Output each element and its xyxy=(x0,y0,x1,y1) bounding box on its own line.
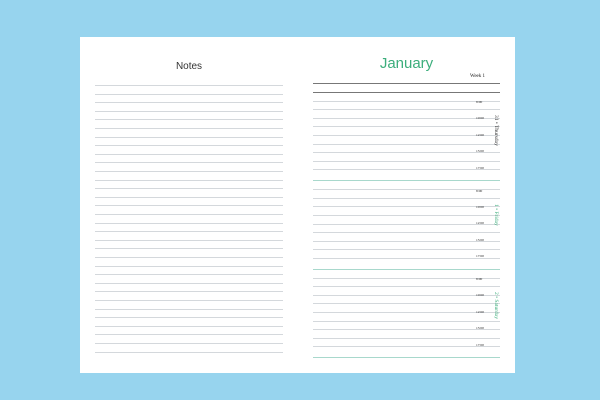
time-label: 12:00 xyxy=(476,309,484,314)
hour-line xyxy=(313,277,500,279)
note-line xyxy=(95,351,283,353)
hour-line xyxy=(313,232,500,234)
hour-line xyxy=(313,337,500,339)
note-line xyxy=(95,162,283,164)
hour-line xyxy=(313,346,500,348)
hour-line xyxy=(313,189,500,191)
time-label: 17:00 xyxy=(476,342,484,347)
hour-line xyxy=(313,143,500,145)
note-line xyxy=(95,102,283,104)
time-label: 15:00 xyxy=(476,149,484,154)
note-line xyxy=(95,308,283,310)
time-label: 8:00 xyxy=(476,188,483,193)
note-line xyxy=(95,128,283,129)
hour-line xyxy=(313,294,500,296)
hour-line xyxy=(313,109,500,111)
hour-line xyxy=(313,169,500,171)
notes-title: Notes xyxy=(175,61,203,72)
hour-line xyxy=(313,286,500,288)
day-separator xyxy=(313,357,500,358)
hour-line xyxy=(313,152,500,154)
hour-line xyxy=(313,223,500,225)
hour-line xyxy=(313,100,500,102)
note-line xyxy=(95,179,283,181)
note-line xyxy=(95,317,283,319)
hour-line xyxy=(313,303,500,305)
hour-line xyxy=(313,329,500,331)
day-label: 2 • Saturday xyxy=(493,292,499,319)
note-line xyxy=(95,119,283,121)
hour-line xyxy=(313,240,500,242)
hour-line xyxy=(313,135,500,136)
note-line xyxy=(95,136,283,138)
note-line xyxy=(95,110,283,112)
hour-line xyxy=(313,197,500,199)
time-label: 10:00 xyxy=(476,293,484,298)
note-line xyxy=(95,265,283,267)
note-line xyxy=(95,274,283,276)
note-line xyxy=(95,222,283,224)
time-label: 12:00 xyxy=(476,221,484,226)
day-label: 31 • Thursday xyxy=(493,115,499,146)
time-label: 15:00 xyxy=(476,237,484,242)
planner-page xyxy=(80,37,515,373)
week-label: Week 1 xyxy=(470,74,486,79)
header-rule xyxy=(313,92,500,93)
note-line xyxy=(95,188,283,190)
time-label: 8:00 xyxy=(476,100,483,104)
note-line xyxy=(95,196,283,198)
note-line xyxy=(95,282,283,284)
note-line xyxy=(95,231,283,233)
hour-line xyxy=(313,117,500,119)
month-title: January xyxy=(379,55,434,72)
note-line xyxy=(95,239,283,241)
day-separator xyxy=(313,268,500,270)
note-line xyxy=(95,85,283,86)
note-line xyxy=(95,93,283,95)
note-line xyxy=(95,171,283,172)
time-label: 8:00 xyxy=(476,277,483,281)
header-rule xyxy=(313,83,500,84)
hour-line xyxy=(313,206,500,208)
hour-line xyxy=(313,257,500,259)
day-separator xyxy=(313,180,500,181)
hour-line xyxy=(313,320,500,322)
time-label: 10:00 xyxy=(476,116,484,121)
hour-line xyxy=(313,312,500,313)
time-label: 17:00 xyxy=(476,165,484,170)
time-label: 12:00 xyxy=(476,132,484,137)
note-line xyxy=(95,334,283,336)
note-line xyxy=(95,248,283,250)
hour-line xyxy=(313,249,500,251)
note-line xyxy=(95,205,283,207)
note-line xyxy=(95,291,283,293)
note-line xyxy=(95,214,283,215)
note-line xyxy=(95,257,283,258)
note-line xyxy=(95,343,283,344)
note-line xyxy=(95,300,283,301)
note-line xyxy=(95,153,283,155)
hour-line xyxy=(313,214,500,216)
time-label: 10:00 xyxy=(476,204,484,209)
note-line xyxy=(95,325,283,327)
hour-line xyxy=(313,160,500,162)
day-label: 1 • Friday xyxy=(493,203,499,226)
note-line xyxy=(95,145,283,147)
time-label: 15:00 xyxy=(476,326,484,331)
time-label: 17:00 xyxy=(476,254,484,259)
hour-line xyxy=(313,126,500,128)
